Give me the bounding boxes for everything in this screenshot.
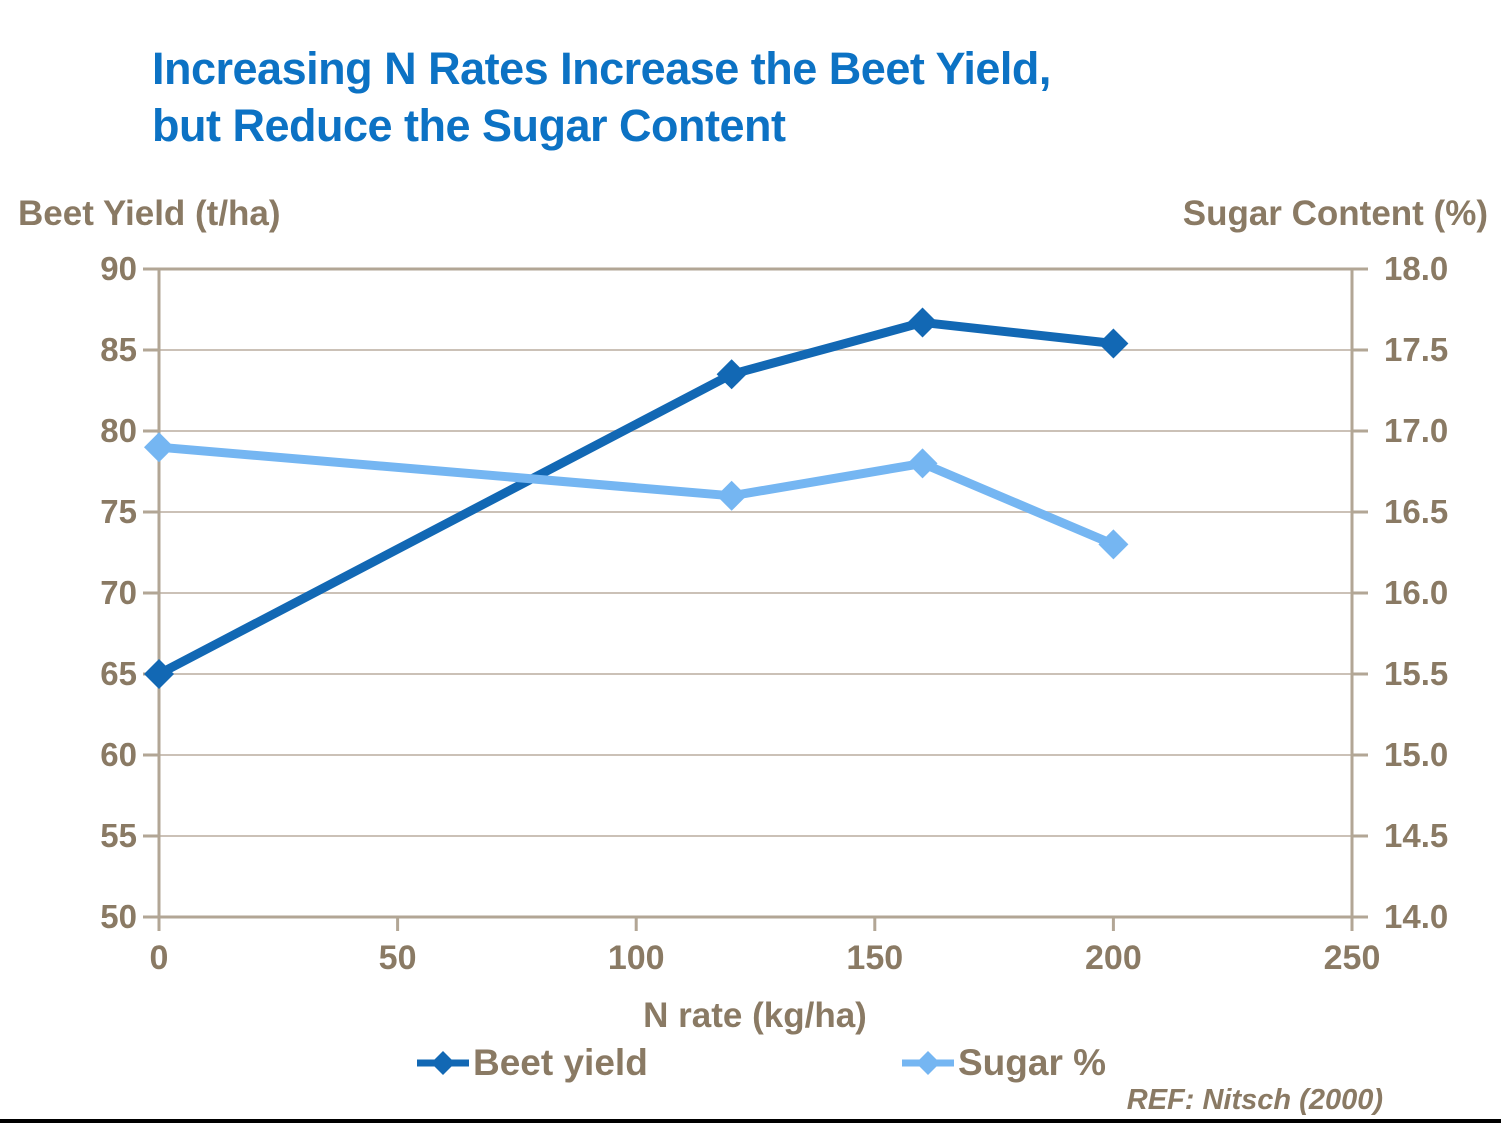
chart-title-line1: Increasing N Rates Increase the Beet Yie… [152,43,1051,94]
left-axis-tick-label: 70 [100,574,137,611]
left-axis-tick-label: 75 [100,493,137,530]
legend-label-beet-yield: Beet yield [473,1042,648,1083]
right-axis-tick-label: 14.5 [1384,817,1449,854]
chart-title-line2: but Reduce the Sugar Content [152,100,786,151]
left-axis-tick-label: 55 [100,817,137,854]
legend-label-sugar: Sugar % [958,1042,1107,1083]
x-axis-title: N rate (kg/ha) [643,996,867,1035]
right-axis-tick-label: 16.5 [1384,493,1449,530]
left-axis-title: Beet Yield (t/ha) [18,194,281,233]
left-axis-tick-label: 90 [100,250,137,287]
legend-item-beet-yield: Beet yield [417,1042,648,1084]
bottom-rule [0,1119,1501,1123]
legend-item-sugar: Sugar % [902,1042,1106,1084]
right-axis-tick-label: 18.0 [1384,250,1449,287]
right-axis-tick-label: 15.5 [1384,655,1449,692]
x-axis-tick-label: 200 [1085,939,1142,977]
x-axis-tick-label: 50 [378,939,417,977]
x-axis-tick-label: 150 [846,939,904,977]
left-axis-tick-label: 65 [100,655,137,692]
x-axis-tick-label: 250 [1323,939,1381,977]
right-axis-tick-label: 17.0 [1384,412,1449,449]
plot-area [143,267,1368,931]
right-axis-tick-label: 17.5 [1384,331,1449,368]
left-axis-tick-label: 60 [100,736,137,773]
left-axis-tick-label: 85 [100,331,137,368]
reference-note: REF: Nitsch (2000) [1126,1084,1383,1116]
right-axis-tick-label: 15.0 [1384,736,1449,773]
chart-title: Increasing N Rates Increase the Beet Yie… [152,40,1051,154]
right-axis-tick-label: 16.0 [1384,574,1449,611]
right-axis-title: Sugar Content (%) [1182,194,1488,233]
sugar-legend-marker-icon [902,1051,954,1075]
right-axis-tick-label: 14.0 [1384,898,1449,935]
left-axis-tick-label: 80 [100,412,137,449]
chart-canvas [143,267,1368,931]
x-axis-tick-label: 100 [607,939,665,977]
beet-yield-legend-marker-icon [417,1051,469,1075]
x-axis-tick-label: 0 [149,939,169,977]
left-axis-tick-label: 50 [100,898,137,935]
